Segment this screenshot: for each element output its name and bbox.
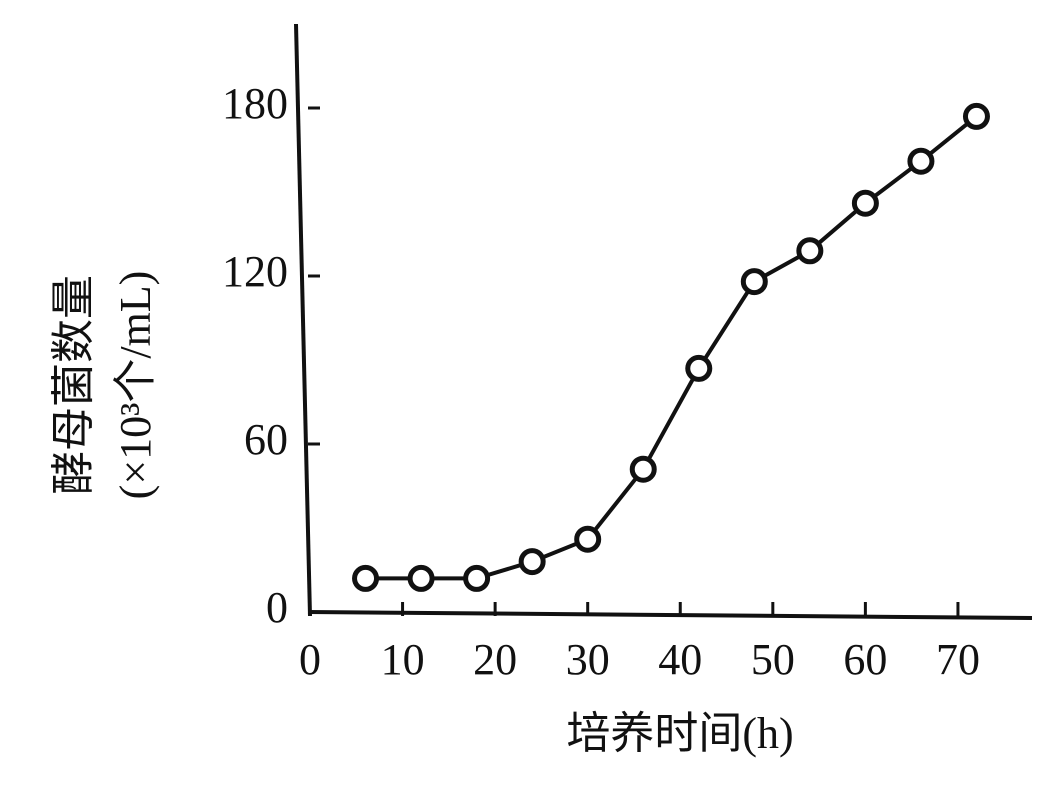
marker [685,354,713,382]
y-tick-label: 180 [222,79,288,128]
x-tick-label: 50 [751,635,795,684]
marker [907,147,935,175]
x-axis [307,610,1033,620]
marker [352,564,380,592]
marker [518,548,546,576]
line [365,114,978,581]
y-tick-label: 0 [266,583,288,632]
y-axis [294,23,312,617]
marker [574,525,602,553]
marker [851,189,879,217]
x-tick-label: 60 [843,635,887,684]
x-tick-label: 10 [381,635,425,684]
x-tick-label: 70 [936,635,980,684]
x-tick-label: 0 [299,635,321,684]
x-axis-title: 培养时间(h) [566,709,793,758]
marker [740,268,768,296]
x-tick-label: 40 [658,635,702,684]
marker [796,237,824,265]
x-tick-label: 30 [566,635,610,684]
marker [463,564,491,592]
y-tick-label: 120 [222,247,288,296]
y-tick-label: 60 [244,415,288,464]
y-axis-title: (×10³个/mL) [111,271,160,500]
y-axis-title: 酵母菌数量 [49,275,98,495]
marker [629,455,657,483]
marker [962,102,990,130]
x-tick-label: 20 [473,635,517,684]
marker [407,564,435,592]
